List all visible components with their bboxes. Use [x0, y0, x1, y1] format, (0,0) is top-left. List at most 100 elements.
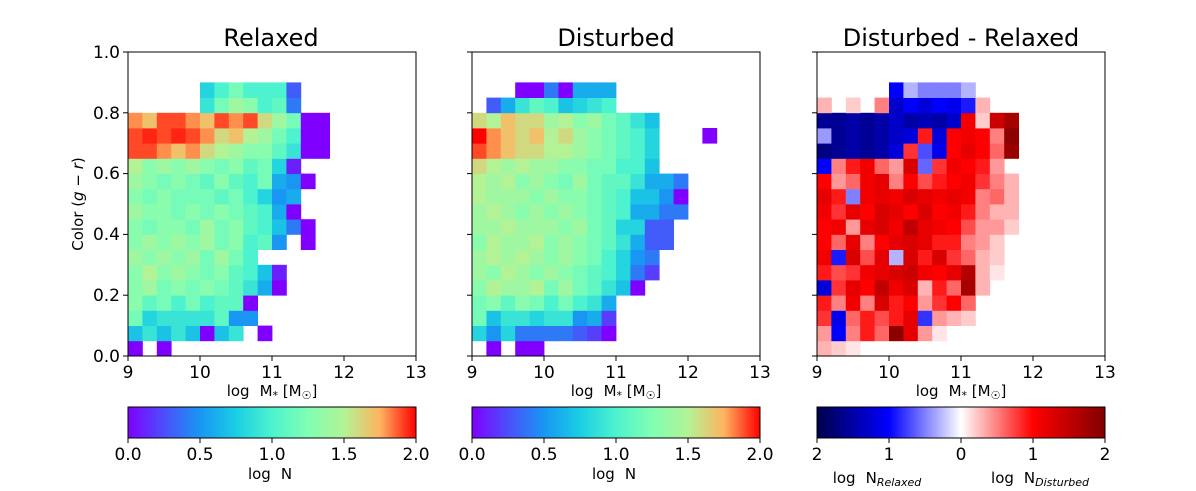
heatmap-cell [630, 204, 646, 220]
heatmap-cell [228, 188, 244, 205]
heatmap-cell [874, 264, 890, 281]
heatmap-cell [616, 219, 631, 235]
heatmap-cell [961, 158, 976, 174]
heatmap-cell [616, 264, 631, 281]
heatmap-cell [286, 204, 302, 220]
heatmap-cell [128, 310, 143, 326]
heatmap-cell [171, 310, 186, 326]
heatmap-cell [486, 112, 502, 129]
heatmap-cell [903, 204, 919, 220]
heatmap-cell [272, 264, 287, 281]
heatmap-cell [845, 158, 861, 174]
heatmap-cell [156, 340, 172, 357]
heatmap-cell [142, 325, 158, 342]
heatmap-cell [860, 325, 875, 342]
heatmap-cell [845, 204, 861, 220]
heatmap-cell [214, 143, 230, 159]
heatmap-cell [500, 188, 516, 205]
heatmap-cell [228, 310, 244, 326]
heatmap-cell [817, 112, 832, 129]
heatmap-cell [228, 112, 244, 129]
heatmap-cell [200, 204, 215, 220]
panel-title: Disturbed [557, 24, 674, 52]
heatmap-cell [616, 204, 631, 220]
heatmap-cell [257, 264, 273, 281]
heatmap-cell [587, 97, 602, 114]
heatmap-cell [558, 280, 574, 296]
cbar-tick-label: 1.5 [330, 445, 357, 465]
heatmap-cell [500, 234, 516, 250]
heatmap-cell [156, 204, 172, 220]
heatmap-cell [200, 325, 215, 342]
heatmap-cell [860, 204, 875, 220]
heatmap-cell [272, 234, 287, 250]
colorbar-label-relaxed: log NRelaxed [833, 469, 923, 489]
heatmap-cell [644, 204, 660, 220]
cbar-tick-label: 1 [884, 445, 895, 465]
heatmap-cell [932, 310, 947, 326]
heatmap-cell [128, 188, 143, 205]
cbar-tick-label: 2 [1100, 445, 1111, 465]
heatmap-cell [874, 158, 890, 174]
heatmap-cell [572, 280, 588, 296]
heatmap-cell [587, 82, 602, 98]
heatmap-cell [860, 249, 875, 266]
heatmap-cell [472, 173, 487, 190]
heatmap-cell [243, 112, 258, 129]
heatmap-cell [903, 249, 919, 266]
y-ticks [467, 51, 472, 357]
heatmap-cell [932, 219, 947, 235]
heatmap-cell [831, 295, 847, 311]
heatmap-cell [142, 234, 158, 250]
heatmap-cell [128, 219, 143, 235]
heatmap-cell [644, 234, 660, 250]
heatmap-cell [889, 325, 904, 342]
heatmap-cell [214, 219, 230, 235]
x-tick-label: 9 [812, 363, 823, 383]
heatmap-cells [472, 82, 718, 357]
heatmap-cell [214, 234, 230, 250]
colorbar-label-disturbed: log NDisturbed [991, 469, 1090, 489]
heatmap-cell [961, 112, 976, 129]
heatmap-cell [544, 128, 559, 144]
heatmap-cell [917, 82, 933, 98]
cbar-tick-label: 1.5 [674, 445, 701, 465]
heatmap-cell [946, 173, 962, 190]
heatmap-cell [889, 112, 904, 129]
heatmap-cell [558, 112, 574, 129]
heatmap-cell [544, 249, 559, 266]
heatmap-cell [200, 158, 215, 174]
heatmap-cell [587, 249, 602, 266]
heatmap-cell [572, 295, 588, 311]
heatmap-cell [845, 128, 861, 144]
heatmap-cell [544, 173, 559, 190]
heatmap-cell [228, 173, 244, 190]
heatmap-cell [644, 219, 660, 235]
heatmap-cell [860, 143, 875, 159]
heatmap-cell [558, 234, 574, 250]
heatmap-cell [874, 249, 890, 266]
heatmap-cell [156, 219, 172, 235]
heatmap-cell [515, 280, 530, 296]
heatmap-cell [228, 219, 244, 235]
heatmap-cell [903, 295, 919, 311]
heatmap-cell [975, 128, 991, 144]
heatmap-cell [286, 143, 302, 159]
heatmap-cell [257, 128, 273, 144]
heatmap-cell [500, 264, 516, 281]
heatmap-cell [529, 97, 545, 114]
heatmap-cell [601, 143, 617, 159]
heatmap-cell [587, 219, 602, 235]
heatmap-cell [616, 234, 631, 250]
heatmap-cell [917, 310, 933, 326]
x-tick-label: 12 [333, 363, 355, 383]
heatmap-cell [544, 264, 559, 281]
heatmap-cell [486, 234, 502, 250]
heatmap-cell [185, 295, 201, 311]
heatmap-cell [544, 325, 559, 342]
heatmap-cell [601, 112, 617, 129]
heatmap-cell [903, 219, 919, 235]
heatmap-cell [156, 280, 172, 296]
heatmap-cell [601, 173, 617, 190]
heatmap-cell [200, 97, 215, 114]
